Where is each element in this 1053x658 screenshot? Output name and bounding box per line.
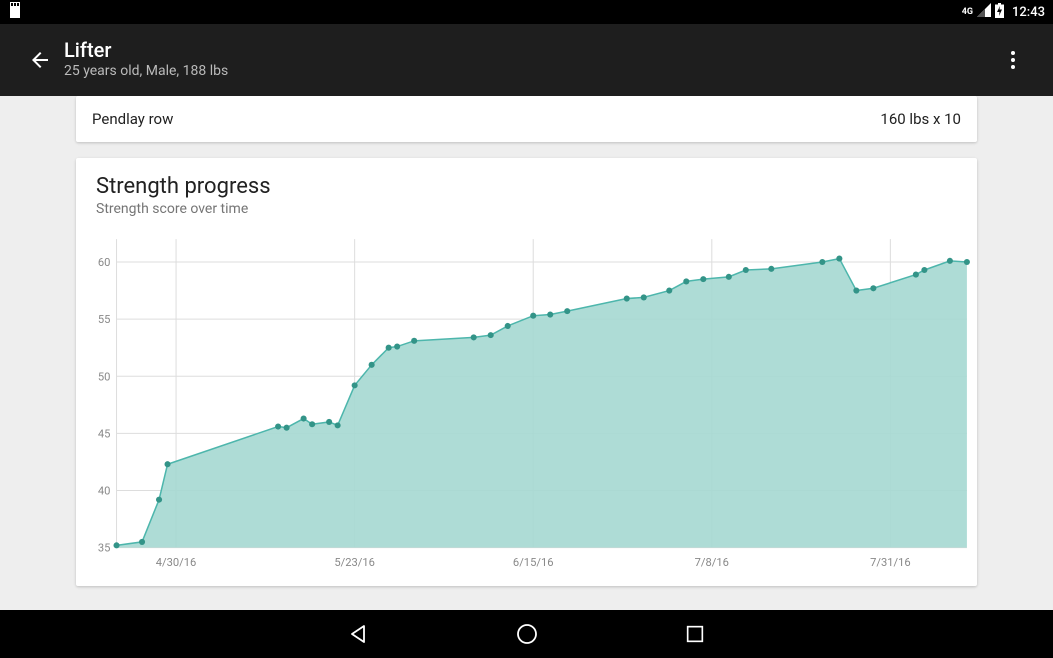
page-subtitle: 25 years old, Male, 188 lbs	[64, 62, 989, 82]
strength-chart-card: Strength progress Strength score over ti…	[76, 158, 977, 586]
nav-back-button[interactable]	[345, 620, 373, 648]
navigation-bar	[0, 610, 1053, 658]
svg-text:4/30/16: 4/30/16	[156, 556, 197, 569]
nav-recent-button[interactable]	[681, 620, 709, 648]
svg-text:45: 45	[98, 427, 111, 440]
network-label: 4G	[962, 7, 973, 17]
app-bar: Lifter 25 years old, Male, 188 lbs	[0, 24, 1053, 96]
svg-text:7/31/16: 7/31/16	[870, 556, 911, 569]
more-button[interactable]	[989, 48, 1037, 72]
circle-home-icon	[515, 622, 539, 646]
square-recent-icon	[684, 623, 706, 645]
svg-text:7/8/16: 7/8/16	[695, 556, 729, 569]
exercise-record-card[interactable]: Pendlay row 160 lbs x 10	[76, 96, 977, 142]
chart-subtitle: Strength score over time	[76, 201, 977, 217]
svg-text:35: 35	[98, 542, 111, 555]
content-area: Pendlay row 160 lbs x 10 Strength progre…	[0, 96, 1053, 610]
svg-text:55: 55	[98, 313, 111, 326]
svg-text:6/15/16: 6/15/16	[513, 556, 554, 569]
svg-text:40: 40	[98, 485, 111, 498]
page-title: Lifter	[64, 38, 989, 62]
svg-text:60: 60	[98, 256, 111, 269]
triangle-back-icon	[347, 622, 371, 646]
svg-text:5/23/16: 5/23/16	[334, 556, 375, 569]
signal-icon	[977, 3, 991, 21]
arrow-back-icon	[28, 48, 52, 72]
status-time: 12:43	[1012, 5, 1045, 20]
more-vert-icon	[1001, 48, 1025, 72]
sd-card-icon	[8, 2, 22, 22]
status-bar: 4G 12:43	[0, 0, 1053, 24]
strength-chart: 35 40 45 50 55 60 4/30/16 5/23/16 6/15/16 7/8/16 7…	[80, 229, 973, 574]
nav-home-button[interactable]	[513, 620, 541, 648]
exercise-record: 160 lbs x 10	[880, 110, 961, 128]
chart-title: Strength progress	[76, 174, 977, 199]
back-button[interactable]	[16, 48, 64, 72]
battery-icon	[995, 3, 1004, 22]
svg-text:50: 50	[98, 370, 111, 383]
exercise-name: Pendlay row	[92, 110, 173, 128]
